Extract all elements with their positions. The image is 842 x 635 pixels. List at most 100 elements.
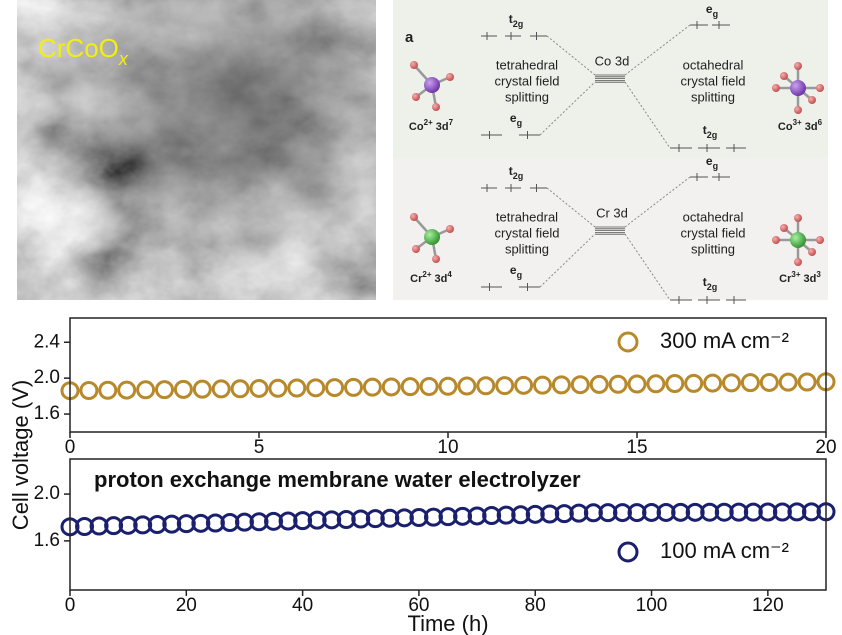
metal-center xyxy=(790,80,806,96)
data-point xyxy=(722,373,741,393)
ion-config: 3d xyxy=(802,121,818,133)
x-tick-label: 15 xyxy=(626,437,647,458)
metal-center xyxy=(790,232,806,248)
diagram-line xyxy=(624,81,671,149)
data-point xyxy=(230,379,250,399)
data-point xyxy=(514,375,534,395)
ligand xyxy=(410,61,418,69)
splitting-text: crystal field xyxy=(494,225,559,240)
data-point xyxy=(287,378,307,398)
data-point xyxy=(778,372,798,392)
splitting-text: tetrahedral xyxy=(496,57,558,72)
tem-label: CrCoOx xyxy=(38,33,129,69)
legend-marker xyxy=(617,331,639,353)
diagram-line xyxy=(624,176,691,228)
orbital-sub: g xyxy=(713,9,719,19)
data-point xyxy=(98,380,118,400)
ion-charge: 2+ xyxy=(422,270,431,279)
ion-main: Cr xyxy=(410,273,423,285)
ion-main: Co xyxy=(778,121,793,133)
data-point xyxy=(476,376,496,396)
x-tick-label: 10 xyxy=(437,437,458,458)
ligand xyxy=(794,106,802,114)
splitting-text: octahedral xyxy=(683,57,744,72)
y-tick-label: 2.0 xyxy=(34,483,60,504)
ligand xyxy=(772,84,780,92)
data-point xyxy=(136,380,156,400)
ligand xyxy=(808,248,816,256)
orbital-main: t xyxy=(509,12,513,26)
y-tick-label: 2.4 xyxy=(34,331,61,352)
splitting-text: splitting xyxy=(691,89,735,104)
data-point xyxy=(325,378,345,398)
orbital-label: t2g xyxy=(509,12,524,29)
y-tick-label: 1.6 xyxy=(34,530,60,551)
x-tick-label: 60 xyxy=(408,595,429,616)
orbital-main: t xyxy=(703,123,707,137)
data-point xyxy=(211,379,231,399)
orbital-label: t2g xyxy=(703,275,718,292)
orbital-sub: g xyxy=(713,161,719,171)
orbital-main: e xyxy=(706,154,713,168)
ligand xyxy=(780,72,788,80)
orbital-sub: 2g xyxy=(707,130,718,140)
center-label: Co 3d xyxy=(595,53,630,68)
ligand xyxy=(446,225,454,233)
data-point xyxy=(608,374,628,394)
orbital-sub: 2g xyxy=(513,171,524,181)
data-point xyxy=(703,373,723,393)
data-point xyxy=(344,377,363,397)
panel-label: a xyxy=(405,29,414,46)
data-point xyxy=(400,377,420,397)
ion-charge: 3+ xyxy=(793,118,802,127)
ion-label: Co3+ 3d6 xyxy=(778,118,823,133)
splitting-text: tetrahedral xyxy=(496,209,558,224)
orbital-label: eg xyxy=(510,263,522,280)
y-tick-label: 1.6 xyxy=(34,403,60,424)
x-tick-label: 20 xyxy=(176,595,197,616)
diagram-line xyxy=(624,24,691,76)
data-point xyxy=(684,373,704,393)
x-tick-label: 0 xyxy=(65,595,76,616)
splitting-text: splitting xyxy=(691,241,735,256)
y-axis-label: Cell voltage (V) xyxy=(8,380,33,530)
metal-center xyxy=(424,229,440,245)
ligand xyxy=(410,213,418,221)
orbital-main: e xyxy=(706,2,713,16)
data-point xyxy=(79,381,99,401)
data-point xyxy=(627,374,647,394)
data-point xyxy=(173,379,193,399)
data-point xyxy=(155,380,174,400)
ion-config: 3d xyxy=(433,121,449,133)
orbital-sub: 2g xyxy=(707,282,718,292)
ligand xyxy=(794,214,802,222)
metal-center xyxy=(424,77,440,93)
ion-label: Co2+ 3d7 xyxy=(409,118,454,133)
ligand xyxy=(808,96,816,104)
orbital-label: eg xyxy=(706,154,718,171)
ligand xyxy=(432,103,440,111)
diagram-line xyxy=(624,233,671,301)
legend-label: 100 mA cm⁻² xyxy=(660,538,789,563)
data-point xyxy=(570,375,590,395)
data-point xyxy=(362,377,382,397)
ion-charge: 2+ xyxy=(424,118,433,127)
tem-image: CrCoOx xyxy=(17,0,376,300)
ion-main: Co xyxy=(409,121,424,133)
data-point xyxy=(381,377,401,397)
data-point xyxy=(495,376,515,396)
legend-label: 300 mA cm⁻² xyxy=(660,328,789,353)
ion-exp: 3 xyxy=(816,270,821,279)
data-point xyxy=(797,372,817,392)
splitting-text: splitting xyxy=(505,241,549,256)
ion-main: Cr xyxy=(779,273,792,285)
data-point xyxy=(665,374,685,394)
tem-shade xyxy=(17,0,376,300)
ligand xyxy=(794,62,802,70)
orbital-main: t xyxy=(509,164,513,178)
data-point xyxy=(117,380,137,400)
diagram-line xyxy=(539,81,596,136)
plot-frame xyxy=(69,458,827,591)
legend-marker xyxy=(617,541,639,563)
orbital-main: e xyxy=(510,111,517,125)
